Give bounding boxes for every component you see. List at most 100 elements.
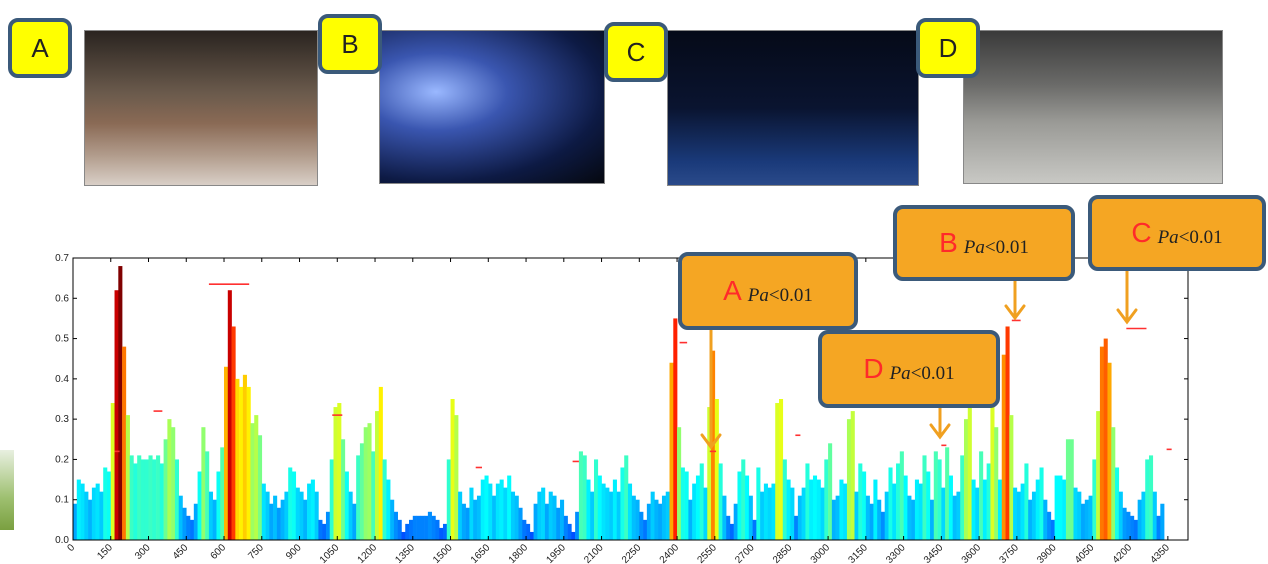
- bar: [73, 503, 78, 540]
- x-tick-label: 2250: [620, 542, 644, 564]
- callout-d-stat-name: Pa: [889, 363, 911, 384]
- bar: [193, 503, 198, 540]
- bar: [948, 475, 953, 540]
- bar: [439, 527, 444, 540]
- bar: [197, 471, 202, 540]
- x-tick-label: 4350: [1148, 542, 1172, 564]
- bar: [216, 471, 221, 540]
- callout-c-stat: Pa<0.01: [1158, 227, 1223, 249]
- bar: [174, 459, 180, 540]
- bar: [639, 511, 644, 540]
- bar: [1035, 479, 1040, 540]
- bar: [1111, 427, 1116, 540]
- bar: [254, 415, 259, 540]
- x-tick-label: 1350: [393, 542, 417, 564]
- callout-b-stat: Pa<0.01: [964, 237, 1029, 259]
- bar: [707, 407, 712, 540]
- bar: [208, 491, 213, 540]
- bar: [541, 487, 546, 540]
- bar: [850, 411, 855, 540]
- scene-photo-b: [379, 30, 605, 184]
- x-tick-label: 3450: [922, 542, 946, 564]
- callout-a-stat: Pa<0.01: [748, 285, 813, 307]
- bar: [1133, 519, 1138, 540]
- bar: [201, 427, 206, 540]
- bar: [963, 419, 969, 540]
- bar: [1107, 362, 1112, 540]
- bar: [495, 483, 500, 540]
- x-tick-label: 600: [209, 542, 229, 562]
- bar: [533, 503, 538, 540]
- x-tick-label: 300: [133, 542, 153, 562]
- bar: [1118, 491, 1123, 540]
- x-tick-label: 3600: [960, 542, 984, 564]
- x-tick-label: 3150: [846, 542, 870, 564]
- bar: [405, 523, 410, 540]
- bar: [246, 386, 251, 540]
- bar: [956, 491, 961, 540]
- bar: [941, 487, 946, 540]
- bar: [424, 515, 429, 540]
- callout-arrowhead: [700, 433, 722, 450]
- bar: [303, 499, 308, 540]
- y-tick-label: 0.4: [55, 374, 69, 385]
- bar: [748, 495, 753, 540]
- bar: [971, 479, 976, 540]
- bar: [1122, 507, 1127, 540]
- bar: [88, 499, 93, 540]
- bar: [994, 427, 999, 540]
- x-tick-label: 2400: [658, 542, 682, 564]
- bar: [673, 318, 678, 540]
- bar: [975, 487, 980, 540]
- bar: [269, 503, 274, 540]
- edge-decoration: [0, 450, 14, 530]
- bar: [986, 463, 991, 540]
- x-tick-label: 1500: [431, 542, 455, 564]
- bar: [624, 455, 629, 540]
- bar: [352, 503, 357, 540]
- bar: [1016, 491, 1021, 540]
- bar: [212, 499, 217, 540]
- bar: [95, 483, 100, 540]
- x-tick-label: 1800: [507, 542, 531, 564]
- bar: [797, 495, 802, 540]
- bar: [480, 479, 485, 540]
- x-tick-label: 3000: [809, 542, 833, 564]
- callout-c: C Pa<0.01: [1088, 195, 1266, 271]
- bar: [1047, 511, 1052, 540]
- bar: [771, 483, 776, 540]
- bar: [295, 487, 300, 540]
- bar: [239, 386, 244, 540]
- bar: [1062, 479, 1067, 540]
- x-tick-label: 1050: [318, 542, 342, 564]
- bar: [684, 471, 689, 540]
- bar: [594, 459, 599, 540]
- scene-photo-d: [963, 30, 1223, 184]
- bar: [560, 499, 565, 540]
- callout-arrowhead: [1116, 308, 1138, 325]
- bar: [118, 266, 123, 540]
- bar: [144, 459, 149, 540]
- bar: [794, 515, 799, 540]
- bar: [782, 459, 787, 540]
- bar: [190, 519, 195, 540]
- bar: [1058, 475, 1063, 540]
- bar: [767, 487, 772, 540]
- callout-a: A Pa<0.01: [678, 252, 858, 330]
- bar: [1152, 491, 1157, 540]
- panel-label-c-text: C: [626, 36, 646, 67]
- bar: [450, 399, 455, 540]
- bar: [484, 475, 489, 540]
- panel-label-a: A: [8, 18, 72, 78]
- bar: [427, 511, 432, 540]
- bar: [529, 531, 534, 540]
- bar: [1126, 511, 1131, 540]
- callout-d-letter: D: [863, 353, 884, 384]
- bar: [812, 475, 818, 540]
- bar: [1031, 491, 1037, 540]
- y-tick-label: 0.1: [55, 495, 69, 506]
- bar: [227, 290, 232, 540]
- bar: [518, 507, 523, 540]
- y-tick-label: 0.5: [55, 334, 69, 345]
- callout-c-stat-name: Pa: [1157, 227, 1179, 248]
